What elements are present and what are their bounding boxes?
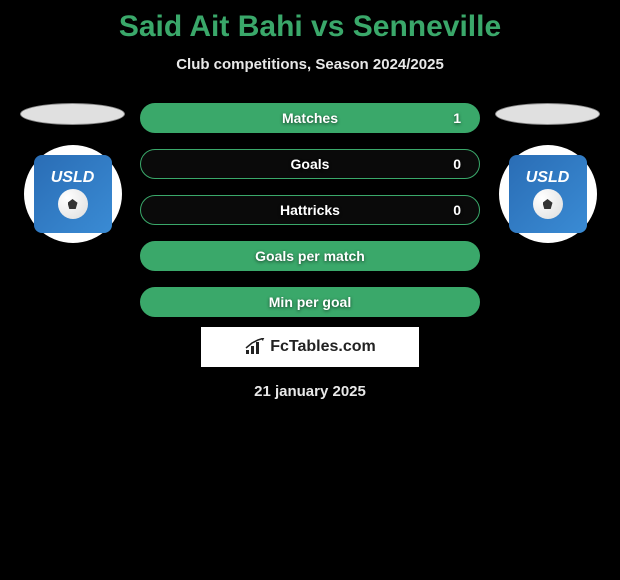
- stat-bar-min-per-goal: Min per goal: [140, 287, 480, 317]
- club-logo-abbr: USLD: [526, 169, 570, 187]
- stat-bar-goals: Goals 0: [140, 149, 480, 179]
- chart-icon: [244, 338, 266, 356]
- page-subtitle: Club competitions, Season 2024/2025: [176, 56, 444, 73]
- page-title: Said Ait Bahi vs Senneville: [119, 10, 501, 44]
- stat-label: Matches: [282, 110, 338, 126]
- stats-column: Matches 1 Goals 0 Hattricks 0 Goals per …: [140, 103, 480, 317]
- player-right-avatar-placeholder: [495, 103, 600, 125]
- soccer-ball-icon: [533, 189, 563, 219]
- stat-bar-goals-per-match: Goals per match: [140, 241, 480, 271]
- stat-value-right: 1: [453, 110, 461, 126]
- player-left-avatar-placeholder: [20, 103, 125, 125]
- branding-box[interactable]: FcTables.com: [201, 327, 419, 367]
- stat-value-right: 0: [453, 156, 461, 172]
- stat-bar-matches: Matches 1: [140, 103, 480, 133]
- stat-label: Goals: [291, 156, 330, 172]
- stat-label: Hattricks: [280, 202, 340, 218]
- main-content: USLD Matches 1 Goals 0 Hattricks 0 Goals…: [0, 103, 620, 317]
- stat-label: Goals per match: [255, 248, 365, 264]
- branding-text: FcTables.com: [270, 338, 376, 356]
- player-left-club-logo: USLD: [24, 145, 122, 243]
- date-text: 21 january 2025: [254, 383, 366, 400]
- player-right-column: USLD: [495, 103, 600, 243]
- stat-value-right: 0: [453, 202, 461, 218]
- soccer-ball-icon: [58, 189, 88, 219]
- player-left-column: USLD: [20, 103, 125, 243]
- stat-bar-hattricks: Hattricks 0: [140, 195, 480, 225]
- club-logo-abbr: USLD: [51, 169, 95, 187]
- stat-label: Min per goal: [269, 294, 351, 310]
- player-right-club-logo: USLD: [499, 145, 597, 243]
- comparison-widget: Said Ait Bahi vs Senneville Club competi…: [0, 0, 620, 410]
- club-logo-badge: USLD: [509, 155, 587, 233]
- club-logo-badge: USLD: [34, 155, 112, 233]
